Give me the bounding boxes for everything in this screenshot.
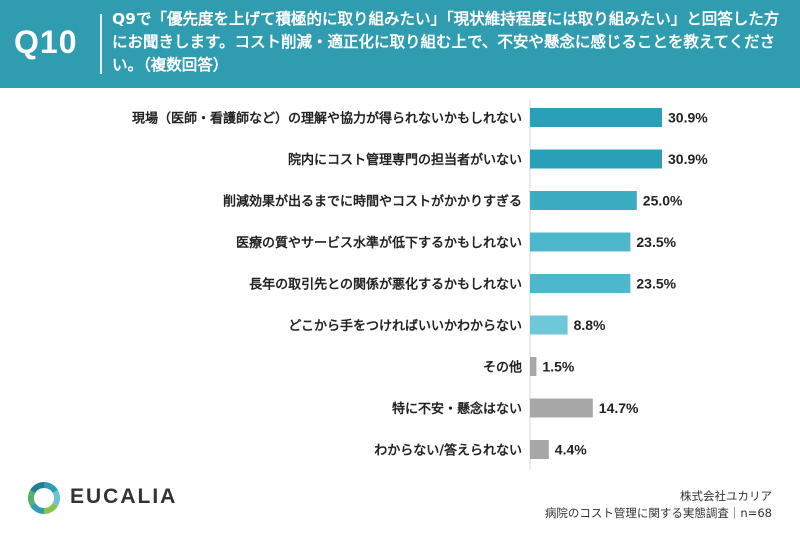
value-label: 30.9% bbox=[668, 110, 708, 126]
bar bbox=[530, 398, 593, 418]
category-label: わからない/答えられない bbox=[374, 443, 522, 459]
logo-text: EUCALIA bbox=[70, 485, 178, 508]
category-label: 特に不安・懸念はない bbox=[392, 401, 522, 417]
question-text: Q9で「優先度を上げて積極的に取り組みたい」「現状維持程度には取り組みたい」と回… bbox=[112, 10, 780, 74]
eucalia-logo-icon bbox=[27, 481, 61, 515]
bar bbox=[530, 315, 568, 335]
category-label: 医療の質やサービス水準が低下するかもしれない bbox=[236, 235, 522, 251]
category-label: 現場（医師・看護師など）の理解や協力が得られないかもしれない bbox=[132, 111, 522, 127]
value-label: 23.5% bbox=[636, 234, 676, 250]
category-label: その他 bbox=[483, 360, 522, 376]
survey-note: 病院のコスト管理に関する実態調査｜n=68 bbox=[544, 506, 772, 520]
category-label: 長年の取引先との関係が悪化するかもしれない bbox=[249, 277, 522, 293]
value-label: 25.0% bbox=[643, 193, 683, 209]
category-label: 削減効果が出るまでに時間やコストがかかりすぎる bbox=[223, 194, 522, 210]
question-number: Q10 bbox=[14, 24, 78, 60]
bar bbox=[530, 357, 537, 376]
company-name: 株式会社ユカリア bbox=[680, 489, 772, 503]
bar bbox=[530, 274, 631, 293]
value-label: 30.9% bbox=[668, 151, 708, 167]
value-label: 1.5% bbox=[542, 359, 574, 375]
value-label: 8.8% bbox=[574, 317, 606, 333]
category-label: 院内にコスト管理専門の担当者がいない bbox=[288, 152, 522, 168]
bar bbox=[530, 440, 549, 459]
credit: 株式会社ユカリア 病院のコスト管理に関する実態調査｜n=68 bbox=[545, 488, 772, 522]
bar bbox=[530, 232, 631, 252]
bar-chart: 現場（医師・看護師など）の理解や協力が得られないかもしれない 30.9% 院内にコス… bbox=[132, 100, 708, 470]
value-label: 4.4% bbox=[555, 442, 587, 458]
header-divider bbox=[100, 14, 102, 74]
bar bbox=[530, 149, 662, 169]
bar bbox=[530, 191, 637, 210]
value-label: 23.5% bbox=[636, 276, 676, 292]
eucalia-logo: EUCALIA bbox=[24, 478, 244, 518]
question-header: Q10 Q9で「優先度を上げて積極的に取り組みたい」「現状維持程度には取り組みた… bbox=[0, 0, 800, 88]
bar bbox=[530, 108, 662, 127]
category-label: どこから手をつければいいかわからない bbox=[288, 318, 522, 334]
value-label: 14.7% bbox=[599, 400, 639, 416]
